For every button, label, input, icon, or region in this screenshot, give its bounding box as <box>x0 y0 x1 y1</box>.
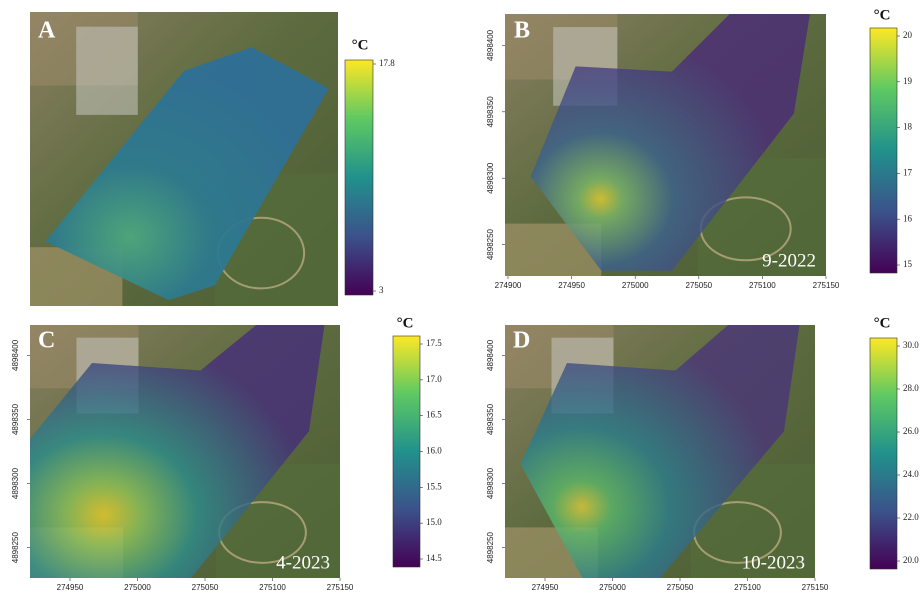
x-tick-label: 275150 <box>813 281 840 290</box>
colorbar-tick-label: 19 <box>903 76 913 86</box>
colorbar-tick-label: 14.5 <box>426 553 442 563</box>
x-tick-label: 275050 <box>192 583 219 592</box>
panel-label: B <box>514 18 530 44</box>
colorbar <box>345 60 373 295</box>
colorbar-tick-label: 16.0 <box>426 446 442 456</box>
panel-label: D <box>513 328 530 354</box>
colorbar-tick-label: 16.5 <box>426 410 442 420</box>
colorbar-tick-label: 20.0 <box>903 555 919 565</box>
y-tick-label: 4898400 <box>486 339 495 371</box>
panel-label: A <box>38 18 56 44</box>
panel-label: C <box>38 328 55 354</box>
date-label: 10-2023 <box>742 552 805 573</box>
y-tick-label: 4898400 <box>11 339 20 371</box>
colorbar-unit: °C <box>874 315 891 331</box>
x-tick-label: 275000 <box>124 583 151 592</box>
field-patch <box>76 27 138 115</box>
x-tick-label: 275000 <box>622 281 649 290</box>
colorbar-unit: °C <box>352 37 369 53</box>
y-tick-label: 4898300 <box>486 162 495 194</box>
x-tick-label: 275000 <box>599 583 626 592</box>
y-tick-label: 4898350 <box>486 96 495 128</box>
colorbar-tick-label: 22.0 <box>903 512 919 522</box>
y-tick-label: 4898250 <box>486 532 495 564</box>
x-tick-label: 275100 <box>734 583 761 592</box>
y-tick-label: 4898250 <box>486 228 495 260</box>
colorbar-unit: °C <box>397 315 414 331</box>
y-tick-label: 4898300 <box>11 467 20 499</box>
figure: A °C 17.8 3 B 9-2022 °C 20 19 18 17 16 15 274900 27495… <box>0 0 924 602</box>
map-panel: D 10-2023 °C 30.0 28.0 26.0 24.0 22.0 20.0 274950… <box>486 315 919 592</box>
colorbar-tick-label: 26.0 <box>903 426 919 436</box>
x-tick-label: 274950 <box>532 583 559 592</box>
colorbar-unit: °C <box>874 7 891 23</box>
x-tick-label: 275150 <box>802 583 829 592</box>
x-tick-label: 274950 <box>57 583 84 592</box>
colorbar-tick-label: 15.5 <box>426 481 442 491</box>
colorbar <box>870 28 897 273</box>
colorbar <box>870 338 897 569</box>
date-label: 9-2022 <box>762 250 816 271</box>
map-panel: A °C 17.8 3 <box>30 12 395 306</box>
x-tick-label: 274950 <box>558 281 585 290</box>
colorbar-tick-label: 17.8 <box>379 58 395 68</box>
colorbar-tick-label: 16 <box>903 213 913 223</box>
colorbar <box>393 336 420 567</box>
colorbar-tick-label: 20 <box>903 30 913 40</box>
page: A °C 17.8 3 B 9-2022 °C 20 19 18 17 16 15 274900 27495… <box>0 0 924 602</box>
colorbar-tick-label: 17.5 <box>426 338 442 348</box>
y-tick-label: 4898250 <box>11 532 20 564</box>
map-panel: B 9-2022 °C 20 19 18 17 16 15 274900 274950 275000 2… <box>486 7 912 290</box>
colorbar-tick-label: 15 <box>903 259 913 269</box>
colorbar-tick-label: 15.0 <box>426 517 442 527</box>
y-tick-label: 4898400 <box>486 29 495 61</box>
colorbar-tick-label: 17.0 <box>426 374 442 384</box>
colorbar-tick-label: 30.0 <box>903 340 919 350</box>
colorbar-tick-label: 24.0 <box>903 469 919 479</box>
x-tick-label: 275100 <box>749 281 776 290</box>
colorbar-tick-label: 28.0 <box>903 383 919 393</box>
x-tick-label: 275050 <box>667 583 694 592</box>
x-tick-label: 275100 <box>259 583 286 592</box>
colorbar-tick-label: 17 <box>903 167 913 177</box>
colorbar-tick-label: 18 <box>903 122 913 132</box>
y-tick-label: 4898350 <box>11 403 20 435</box>
map-panel: C 4-2023 °C 17.5 17.0 16.5 16.0 15.5 15.0 14.5 274… <box>11 315 442 592</box>
y-tick-label: 4898300 <box>486 467 495 499</box>
x-tick-label: 274900 <box>495 281 522 290</box>
y-tick-label: 4898350 <box>486 403 495 435</box>
x-tick-label: 275150 <box>327 583 354 592</box>
x-tick-label: 275050 <box>685 281 712 290</box>
date-label: 4-2023 <box>276 552 330 573</box>
colorbar-tick-label: 3 <box>379 285 384 295</box>
